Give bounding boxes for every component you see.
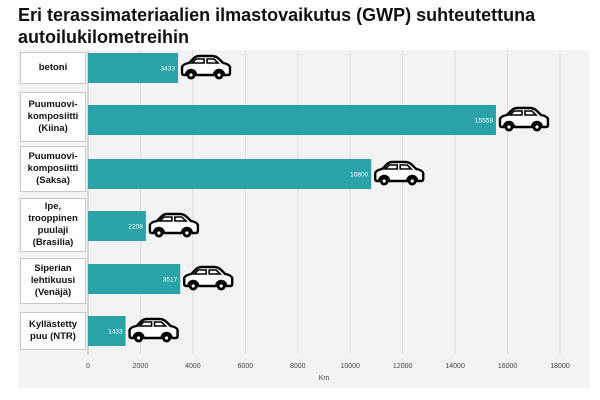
car-icon <box>498 106 550 132</box>
category-label: betoni <box>20 52 86 84</box>
x-tick-label: 2000 <box>133 363 149 370</box>
x-tick-label: 18000 <box>550 363 570 370</box>
bar <box>88 53 179 83</box>
bar <box>88 105 496 135</box>
bar <box>88 159 372 189</box>
x-tick-label: 14000 <box>445 363 465 370</box>
bar-value-label: 2208 <box>128 224 143 231</box>
x-tick-label: 12000 <box>393 363 413 370</box>
bar-value-label: 3517 <box>163 277 178 284</box>
bar-value-label: 15558 <box>475 118 493 125</box>
car-icon <box>374 160 425 186</box>
bar <box>88 211 146 241</box>
x-tick-label: 4000 <box>185 363 201 370</box>
category-label: Kyllästetty puu (NTR) <box>20 312 86 350</box>
x-tick-label: 10000 <box>340 363 360 370</box>
category-label: Puumuovi- komposiitti (Saksa) <box>20 146 86 192</box>
category-label: Siperian lehtikuusi (Venäjä) <box>20 258 86 304</box>
bar-value-label: 10800 <box>350 172 368 179</box>
car-icon <box>148 212 200 238</box>
bar-value-label: 3433 <box>161 66 176 73</box>
car-icon <box>180 54 232 80</box>
bar-value-label: 1433 <box>108 329 123 336</box>
category-label: Puumuovi- komposiitti (Kiina) <box>20 92 86 142</box>
bar <box>88 264 181 294</box>
x-tick-label: 0 <box>86 363 90 370</box>
x-tick-label: 16000 <box>498 363 518 370</box>
x-tick-label: 8000 <box>290 363 306 370</box>
x-tick-label: 6000 <box>238 363 254 370</box>
x-axis-label: Km <box>319 375 330 382</box>
category-label: Ipe, trooppinen puulaji (Brasilia) <box>20 198 86 252</box>
car-icon <box>128 317 179 343</box>
bar <box>88 316 126 346</box>
chart-title: Eri terassimateriaalien ilmastovaikutus … <box>18 5 536 47</box>
car-icon <box>183 265 234 291</box>
